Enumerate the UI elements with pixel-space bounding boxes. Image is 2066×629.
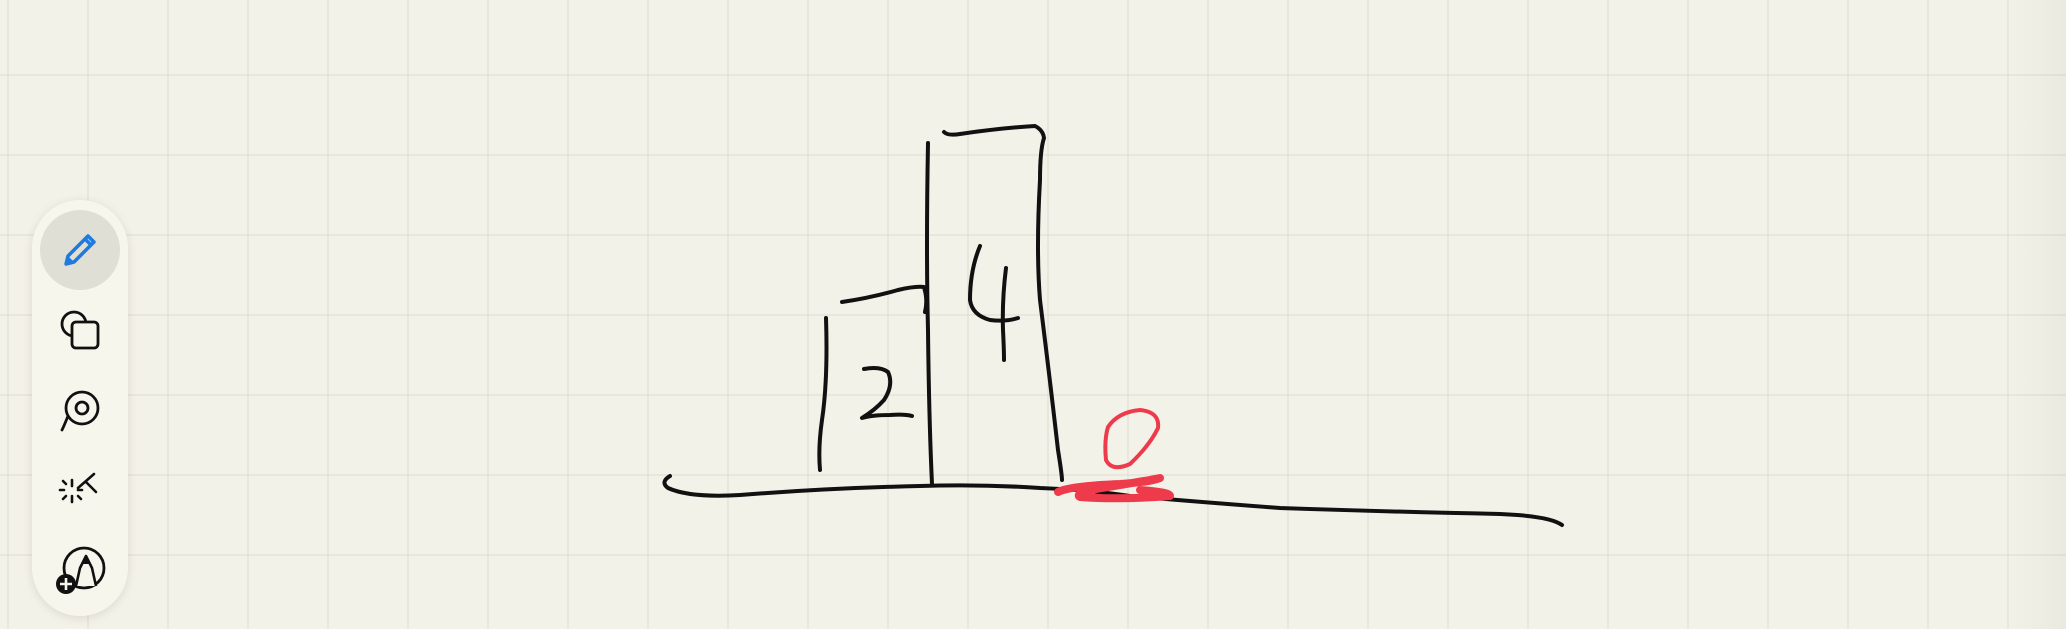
tool-add-pen[interactable]: [40, 530, 120, 610]
page-edge-shadow: [2006, 0, 2066, 629]
hand-drawn-bar-chart: [662, 124, 1564, 527]
tool-palette: [32, 200, 128, 616]
bar-4-outline: [925, 124, 1064, 486]
tool-lasso[interactable]: [40, 370, 120, 450]
add-pen-icon: [54, 544, 106, 596]
tool-pencil[interactable]: [40, 210, 120, 290]
digit-2-stroke: [860, 366, 914, 420]
pencil-icon: [58, 228, 102, 272]
magic-wand-icon: [56, 466, 104, 514]
bar-2-outline: [817, 284, 930, 472]
tool-shapes[interactable]: [40, 290, 120, 370]
axis-line: [662, 474, 1564, 527]
tool-magic[interactable]: [40, 450, 120, 530]
digit-4-stroke: [968, 244, 1020, 362]
red-zero-digit: [1103, 408, 1161, 470]
red-scribble: [1054, 474, 1174, 503]
red-zero-annotation: [1054, 408, 1174, 503]
lasso-icon: [56, 386, 104, 434]
shapes-icon: [56, 306, 104, 354]
